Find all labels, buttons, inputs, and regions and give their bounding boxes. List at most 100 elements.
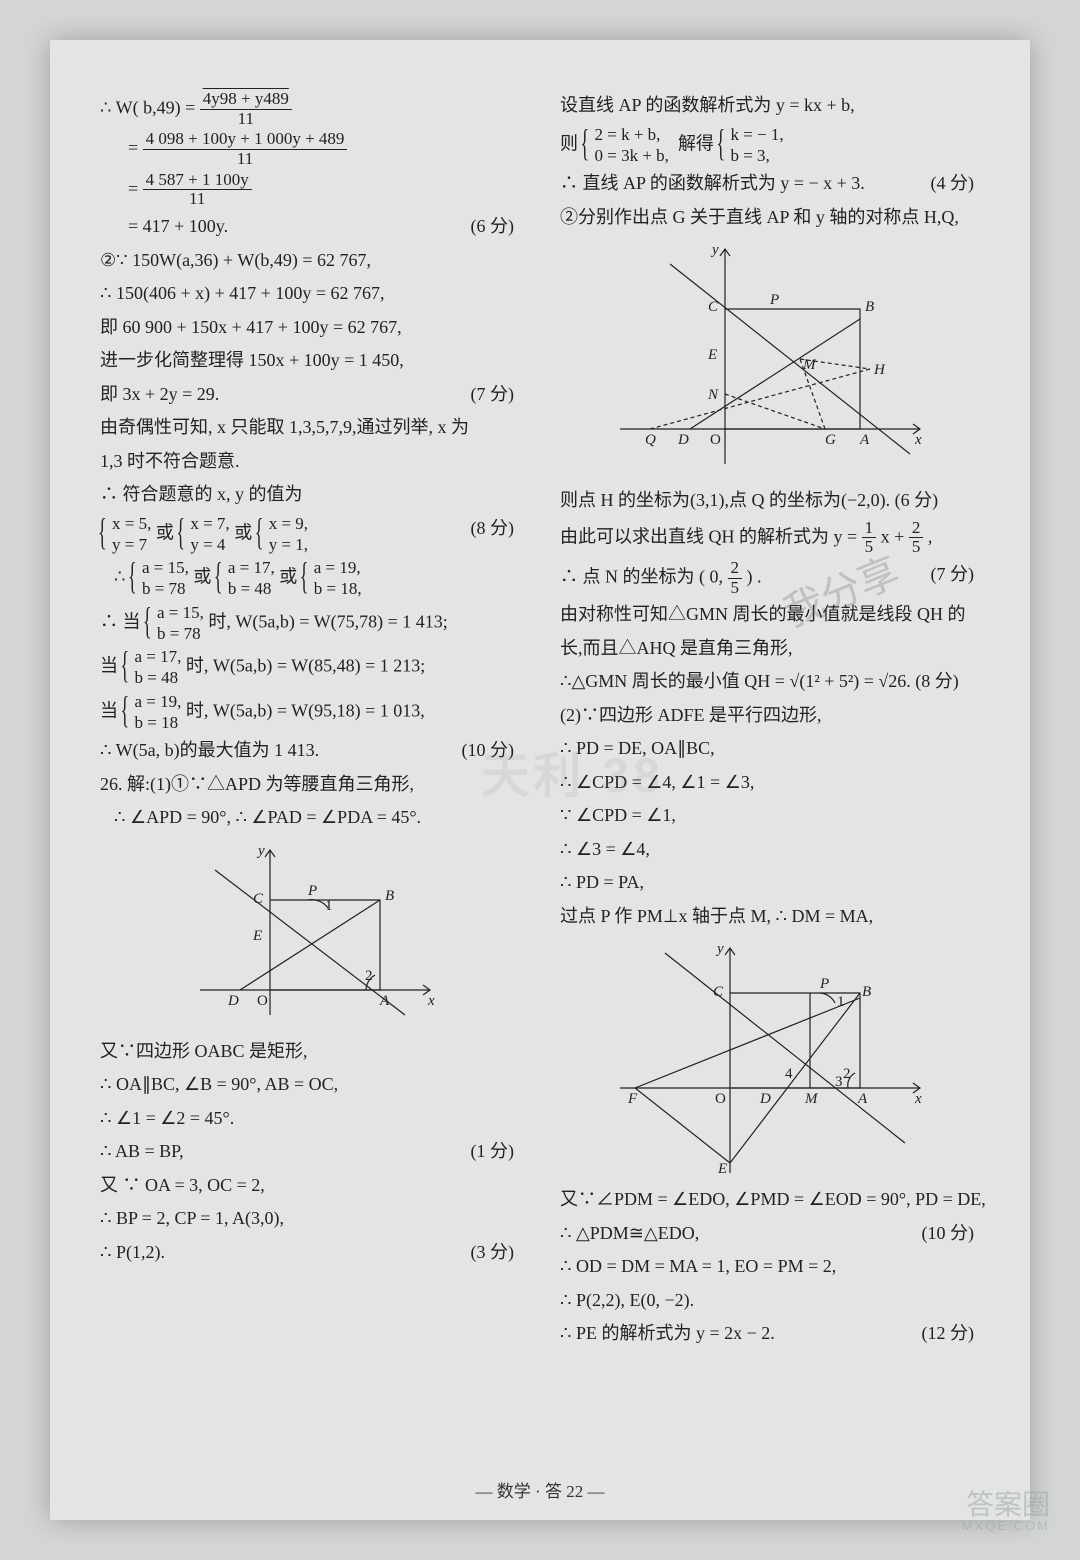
- watermark-center: 天利 38: [481, 736, 664, 806]
- svg-text:3: 3: [835, 1074, 843, 1090]
- geometry-diagram-2: xy O CB DA P E G H Q M N: [610, 239, 930, 479]
- brace-system: x = 5, y = 7: [100, 513, 151, 556]
- system-row: x = 5, y = 7 或 x = 7, y = 4 或 x = 9, y =…: [100, 513, 520, 556]
- brace-system: a = 17, b = 48: [123, 646, 182, 689]
- text-line: ∴ OD = DM = MA = 1, EO = PM = 2,: [560, 1251, 980, 1283]
- text-line: 由对称性可知△GMN 周长的最小值就是线段 QH 的: [560, 599, 980, 631]
- svg-text:E: E: [717, 1161, 727, 1177]
- system-row: 当 a = 17, b = 48 时, W(5a,b) = W(85,48) =…: [100, 646, 520, 689]
- svg-text:D: D: [759, 1091, 771, 1107]
- text-line: ②∵ 150W(a,36) + W(b,49) = 62 767,: [100, 245, 520, 277]
- svg-text:A: A: [379, 993, 390, 1009]
- score-mark: (7 分): [931, 559, 981, 591]
- score-mark: (10 分): [922, 1218, 981, 1250]
- svg-text:C: C: [253, 891, 264, 907]
- eq-line: = 4 587 + 1 100y 11: [100, 171, 520, 209]
- text-line: ∴ △PDM≅△EDO, (10 分): [560, 1218, 980, 1250]
- fraction: 4 098 + 100y + 1 000y + 489 11: [143, 130, 348, 168]
- svg-text:4: 4: [785, 1066, 793, 1082]
- text-line: 又 ∵ OA = 3, OC = 2,: [100, 1170, 520, 1202]
- score-mark: (1 分): [471, 1136, 521, 1168]
- watermark-corner: 答案圈 MXQE.COM: [900, 1491, 1050, 1532]
- text-line: ∴ P(2,2), E(0, −2).: [560, 1285, 980, 1317]
- text-line: 即 3x + 2y = 29. (7 分): [100, 379, 520, 411]
- brace-system: a = 19, b = 18: [123, 691, 182, 734]
- svg-text:D: D: [227, 993, 239, 1009]
- svg-text:A: A: [857, 1091, 868, 1107]
- system-row: 则 2 = k + b, 0 = 3k + b, 解得 k = − 1, b =…: [560, 124, 980, 167]
- eq-line: = 4 098 + 100y + 1 000y + 489 11: [100, 130, 520, 168]
- svg-text:M: M: [802, 357, 817, 373]
- text-line: ②分别作出点 G 关于直线 AP 和 y 轴的对称点 H,Q,: [560, 202, 980, 234]
- svg-text:A: A: [859, 432, 870, 448]
- system-row: 当 a = 19, b = 18 时, W(5a,b) = W(95,18) =…: [100, 691, 520, 734]
- score-mark: (8 分): [471, 513, 521, 545]
- text-line: ∴ AB = BP, (1 分): [100, 1136, 520, 1168]
- watermark-url: MXQE.COM: [900, 1519, 1050, 1532]
- text-line: ∴ ∠APD = 90°, ∴ ∠PAD = ∠PDA = 45°.: [100, 802, 520, 834]
- system-row: ∴ 当 a = 15, b = 78 时, W(5a,b) = W(75,78)…: [100, 602, 520, 645]
- text-line: 1,3 时不符合题意.: [100, 446, 520, 478]
- svg-text:E: E: [707, 347, 717, 363]
- geometry-diagram-3: xy O CB F P1 DM A 23 4 E: [610, 938, 930, 1178]
- system-row: ∴ a = 15, b = 78 或 a = 17, b = 48 或 a = …: [100, 557, 520, 600]
- text-line: 26. 解:(1)①∵△APD 为等腰直角三角形,: [100, 769, 520, 801]
- text-line: 由奇偶性可知, x 只能取 1,3,5,7,9,通过列举, x 为: [100, 412, 520, 444]
- geometry-diagram-1: xy O CB DA P1 E 2: [180, 840, 440, 1030]
- text-line: (2)∵四边形 ADFE 是平行四边形,: [560, 700, 980, 732]
- text-line: ∴ 直线 AP 的函数解析式为 y = − x + 3. (4 分): [560, 168, 980, 200]
- text-line: ∴ 150(406 + x) + 417 + 100y = 62 767,: [100, 278, 520, 310]
- text-line: ∴ P(1,2). (3 分): [100, 1237, 520, 1269]
- text-line: ∴ W(5a, b)的最大值为 1 413. (10 分): [100, 735, 520, 767]
- fraction: 2 5: [728, 559, 743, 597]
- text-line: ∴△GMN 周长的最小值 QH = √(1² + 5²) = √26. (8 分…: [560, 666, 980, 698]
- fraction: 4 587 + 1 100y 11: [143, 171, 252, 209]
- text-line: 即 60 900 + 150x + 417 + 100y = 62 767,: [100, 312, 520, 344]
- svg-text:P: P: [307, 883, 317, 899]
- svg-text:N: N: [707, 387, 719, 403]
- text-line: 进一步化简整理得 150x + 100y = 1 450,: [100, 345, 520, 377]
- text-line: 则点 H 的坐标为(3,1),点 Q 的坐标为(−2,0). (6 分): [560, 485, 980, 517]
- svg-text:D: D: [677, 432, 689, 448]
- text-line: ∴ OA∥BC, ∠B = 90°, AB = OC,: [100, 1069, 520, 1101]
- score-mark: (7 分): [471, 379, 521, 411]
- text-line: ∴ 符合题意的 x, y 的值为: [100, 479, 520, 511]
- svg-text:Q: Q: [645, 432, 656, 448]
- svg-text:O: O: [710, 432, 721, 448]
- text-line: 设直线 AP 的函数解析式为 y = kx + b,: [560, 90, 980, 122]
- text-line: 长,而且△AHQ 是直角三角形,: [560, 633, 980, 665]
- text-line: ∴ ∠3 = ∠4,: [560, 834, 980, 866]
- svg-text:x: x: [914, 432, 922, 448]
- svg-text:y: y: [710, 242, 719, 258]
- text-line: ∴ PE 的解析式为 y = 2x − 2. (12 分): [560, 1318, 980, 1350]
- score-mark: (6 分): [471, 211, 521, 243]
- svg-text:1: 1: [837, 994, 845, 1010]
- text-line: ∴ PD = PA,: [560, 867, 980, 899]
- eq-line: ∴ W( b,49) = 4y98 + y489 11: [100, 90, 520, 128]
- svg-text:x: x: [914, 1091, 922, 1107]
- svg-text:H: H: [873, 362, 886, 378]
- score-mark: (3 分): [471, 1237, 521, 1269]
- svg-text:x: x: [427, 993, 435, 1009]
- svg-text:G: G: [825, 432, 836, 448]
- score-mark: (4 分): [931, 168, 981, 200]
- text-line: ∴ 点 N 的坐标为 ( 0, 2 5 ) . (7 分): [560, 559, 980, 597]
- brace-system: a = 15, b = 78: [145, 602, 204, 645]
- text-line: 又∵四边形 OABC 是矩形,: [100, 1036, 520, 1068]
- eq-line: = 417 + 100y. (6 分): [100, 211, 520, 243]
- text-line: 过点 P 作 PM⊥x 轴于点 M, ∴ DM = MA,: [560, 901, 980, 933]
- fraction: 1 5: [862, 519, 877, 557]
- svg-text:B: B: [862, 984, 871, 1000]
- score-mark: (12 分): [922, 1318, 981, 1350]
- text-line: ∴ ∠1 = ∠2 = 45°.: [100, 1103, 520, 1135]
- text: ∴ W( b,49) =: [100, 97, 195, 117]
- watermark-text: 答案圈: [966, 1489, 1050, 1520]
- svg-text:O: O: [715, 1091, 726, 1107]
- brace-system: a = 15, b = 78: [130, 557, 189, 600]
- svg-text:O: O: [257, 993, 268, 1009]
- svg-text:F: F: [627, 1091, 638, 1107]
- page-footer: — 数学 · 答 22 —: [50, 1477, 1030, 1502]
- svg-text:B: B: [385, 888, 394, 904]
- svg-text:P: P: [769, 292, 779, 308]
- left-column: ∴ W( b,49) = 4y98 + y489 11 = 4 098 + 10…: [90, 90, 540, 1490]
